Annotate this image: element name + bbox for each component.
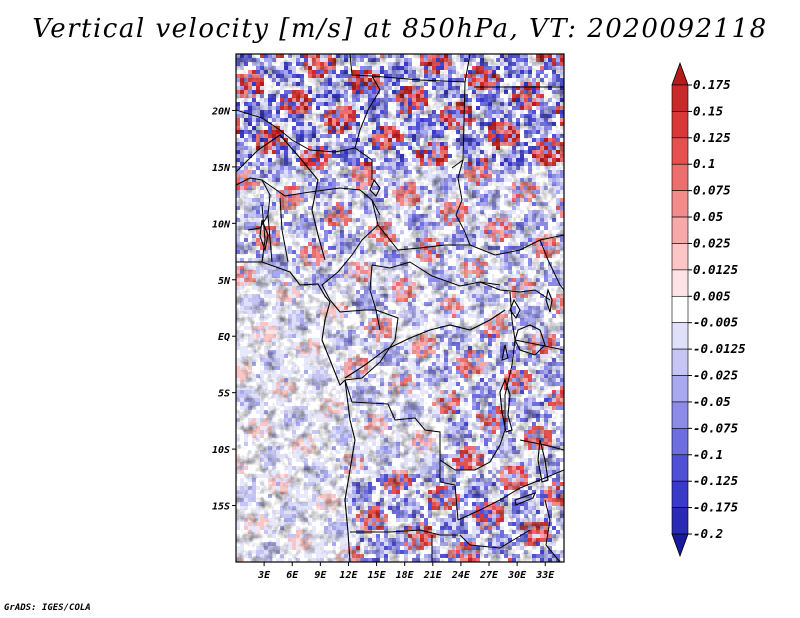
chart-title: Vertical velocity [m/s] at 850hPa, VT: 2… xyxy=(32,14,768,44)
map-panel xyxy=(236,54,564,562)
